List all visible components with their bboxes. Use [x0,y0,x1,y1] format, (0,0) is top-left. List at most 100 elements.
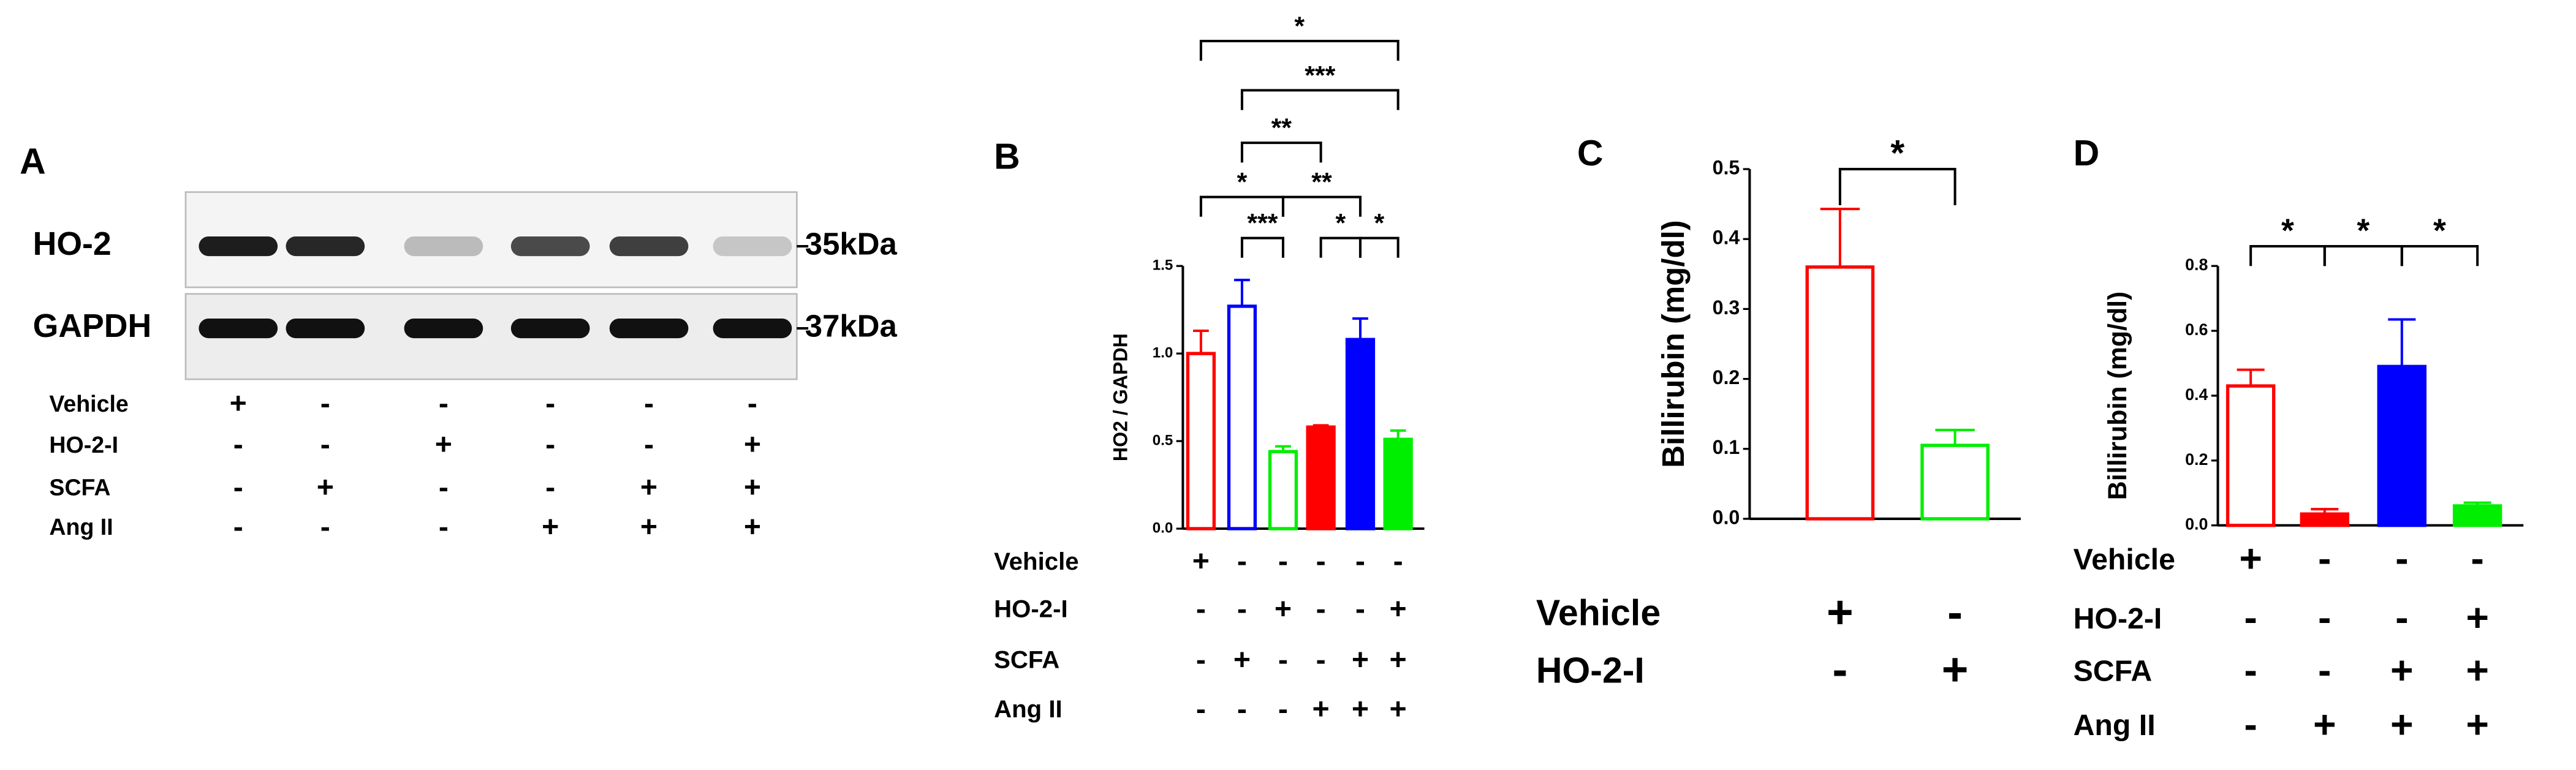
significance-bracket [1240,236,1284,258]
treatment-sign: - [1355,592,1365,625]
treatment-sign: - [2395,537,2408,581]
treatment-sign: - [2318,595,2331,640]
y-tick-label: 0.4 [2185,385,2208,404]
treatment-sign: - [1278,545,1288,578]
treatment-sign: + [744,510,761,543]
treatment-sign: + [640,470,657,504]
row-label: HO-2 [33,225,112,262]
treatment-label: HO-2-I [49,432,118,458]
treatment-sign: - [233,510,243,543]
treatment-sign: + [1827,586,1854,638]
y-tick-label: 0.1 [1713,436,1740,458]
treatment-sign: - [644,387,654,420]
significance-bracket [1240,142,1322,163]
blot-band [199,236,278,257]
treatment-sign: + [744,428,761,461]
blot-band [609,236,689,257]
treatment-sign: + [2466,702,2489,746]
blot-band [510,318,590,339]
size-label: 37kDa [805,308,898,343]
treatment-sign: + [2466,595,2489,640]
treatment-sign: + [2390,648,2414,692]
significance-bracket [1240,89,1400,110]
bar [1383,437,1413,530]
treatment-sign: - [545,428,555,461]
panel-label: A [20,142,46,182]
treatment-sign: + [542,510,559,543]
treatment-sign: - [233,428,243,461]
y-tick-label: 0.0 [1713,506,1740,528]
bar [2452,504,2502,527]
y-axis-label: Billirubin (mg/dl) [1656,220,1691,467]
treatment-label: SCFA [49,475,110,500]
bar [1920,444,1990,521]
treatment-label: Ang II [49,514,113,540]
y-tick-label: 0.0 [1153,519,1173,536]
treatment-sign: - [545,387,555,420]
significance-label: * [2281,213,2294,249]
bar [2377,364,2427,527]
significance-bracket [1281,195,1362,217]
size-label: 35kDa [805,226,898,261]
bar [1345,338,1376,530]
treatment-sign: - [2244,595,2257,640]
row-label: GAPDH [33,308,152,344]
y-tick-label: 0.5 [1153,432,1173,448]
treatment-sign: - [1278,692,1288,725]
treatment-sign: - [1947,586,1963,638]
treatment-sign: - [233,470,243,504]
significance-bracket [2400,245,2479,266]
treatment-sign: - [2318,648,2331,692]
treatment-sign: - [1316,592,1326,625]
y-tick-label: 0.2 [1713,366,1740,388]
treatment-sign: - [320,510,330,543]
significance-bracket [1199,39,1400,61]
treatment-sign: - [2318,537,2331,581]
blot-band [510,236,590,257]
treatment-sign: + [2390,702,2414,746]
bar [1186,352,1216,530]
significance-label: *** [1305,61,1335,90]
significance-label: * [1237,168,1248,197]
treatment-sign: - [439,510,449,543]
treatment-sign: - [2471,537,2483,581]
treatment-sign: - [644,428,654,461]
treatment-sign: + [2313,702,2336,746]
treatment-sign: - [1196,692,1206,725]
treatment-sign: - [1237,545,1247,578]
blot-band [286,236,365,257]
y-tick-label: 1.5 [1153,257,1173,274]
treatment-label: HO-2-I [2074,602,2162,635]
y-tick-label: 0.0 [2185,515,2208,534]
blot-band [713,318,792,339]
bar [1268,450,1298,530]
treatment-sign: - [1196,592,1206,625]
significance-bracket [1358,236,1400,258]
treatment-label: HO-2-I [994,595,1068,623]
panel-label: B [994,137,1020,177]
bar [1227,304,1257,530]
treatment-label: HO-2-I [1536,651,1645,690]
treatment-sign: + [435,428,452,461]
y-tick-label: 0.8 [2185,255,2208,274]
treatment-sign: - [1316,545,1326,578]
treatment-label: SCFA [2074,655,2153,688]
significance-label: * [1294,12,1305,41]
treatment-sign: + [2466,648,2489,692]
significance-label: * [1374,209,1384,238]
y-tick-label: 0.2 [2185,450,2208,469]
y-tick-label: 0.5 [1713,157,1740,179]
treatment-sign: - [1196,643,1206,676]
y-tick-label: 1.0 [1153,345,1173,361]
panel-label: C [1577,134,1604,173]
treatment-sign: + [1313,692,1330,725]
treatment-sign: + [1352,643,1369,676]
treatment-sign: + [2239,537,2262,581]
treatment-label: Ang II [994,695,1063,723]
treatment-label: Ang II [2074,709,2156,742]
treatment-sign: + [1233,643,1251,676]
y-tick-label: 0.4 [1713,227,1740,249]
treatment-sign: + [317,470,334,504]
significance-bracket [1838,168,1957,206]
